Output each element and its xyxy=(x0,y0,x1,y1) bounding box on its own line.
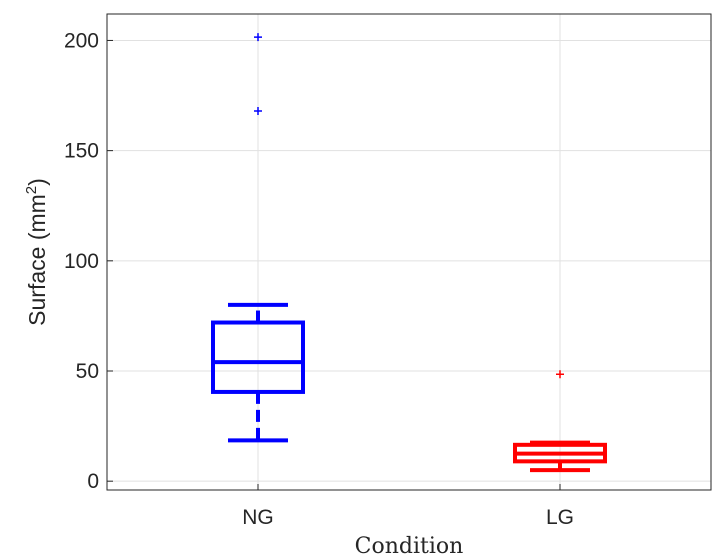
y-tick-label: 150 xyxy=(64,140,99,163)
y-tick-label: 200 xyxy=(64,29,99,52)
y-tick-label: 0 xyxy=(87,470,99,493)
y-axis-label-close: ) xyxy=(24,178,50,186)
y-axis-label: Surface (mm2) xyxy=(23,178,50,326)
y-tick-label: 100 xyxy=(64,250,99,273)
y-axis-label-superscript: 2 xyxy=(23,186,40,194)
x-tick-label: LG xyxy=(546,506,574,529)
y-tick-label: 50 xyxy=(76,360,99,383)
x-tick-label: NG xyxy=(242,506,274,529)
x-axis-label: Condition xyxy=(355,534,464,555)
y-axis-label-main: Surface (mm xyxy=(24,194,50,326)
plot-background xyxy=(107,14,712,490)
